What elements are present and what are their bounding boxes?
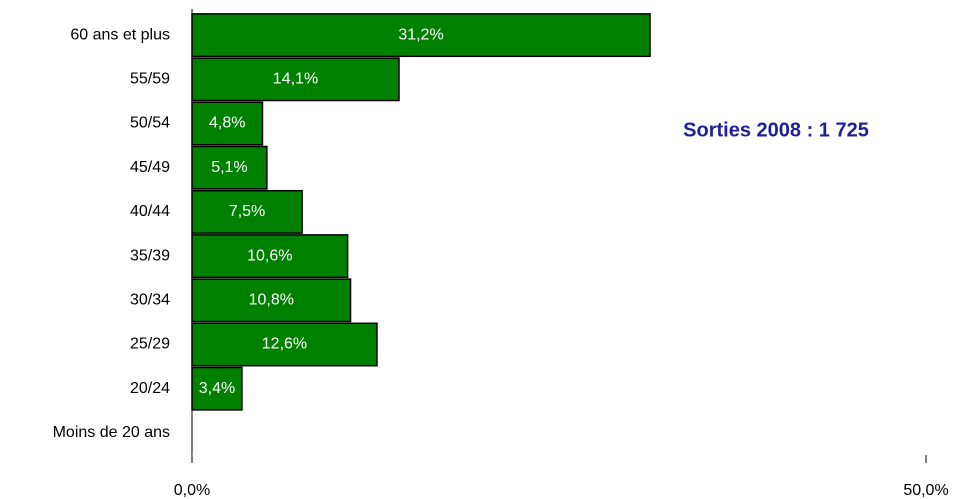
data-label: 10,6% <box>247 247 292 264</box>
y-tick-label: 40/44 <box>130 203 170 220</box>
annotation: Sorties 2008 : 1 725 <box>683 119 869 141</box>
bar <box>191 145 268 190</box>
y-tick-label: 50/54 <box>130 115 170 132</box>
y-tick-label: 45/49 <box>130 159 170 176</box>
y-tick-label: 25/29 <box>130 336 170 353</box>
bar <box>191 366 243 411</box>
x-tick-label: 0,0% <box>174 482 210 499</box>
data-label: 7,5% <box>229 203 265 220</box>
data-label: 10,8% <box>249 292 294 309</box>
y-tick-label: 30/34 <box>130 292 170 309</box>
data-label: 5,1% <box>211 159 247 176</box>
bar <box>191 322 378 367</box>
data-label: 12,6% <box>262 336 307 353</box>
data-label: 14,1% <box>273 71 318 88</box>
y-tick-label: 35/39 <box>130 247 170 264</box>
y-tick-label: 60 ans et plus <box>70 26 170 43</box>
bar <box>191 57 400 102</box>
bar <box>191 13 651 58</box>
bar <box>191 278 352 323</box>
bar <box>191 101 264 146</box>
data-label: 3,4% <box>199 380 235 397</box>
data-label: 4,8% <box>209 115 245 132</box>
bar <box>191 234 349 279</box>
data-label: 31,2% <box>398 26 443 43</box>
bar <box>191 189 303 234</box>
x-tick-label: 50,0% <box>903 482 948 499</box>
y-tick-label: Moins de 20 ans <box>53 424 170 441</box>
y-tick-label: 55/59 <box>130 71 170 88</box>
y-tick-label: 20/24 <box>130 380 170 397</box>
